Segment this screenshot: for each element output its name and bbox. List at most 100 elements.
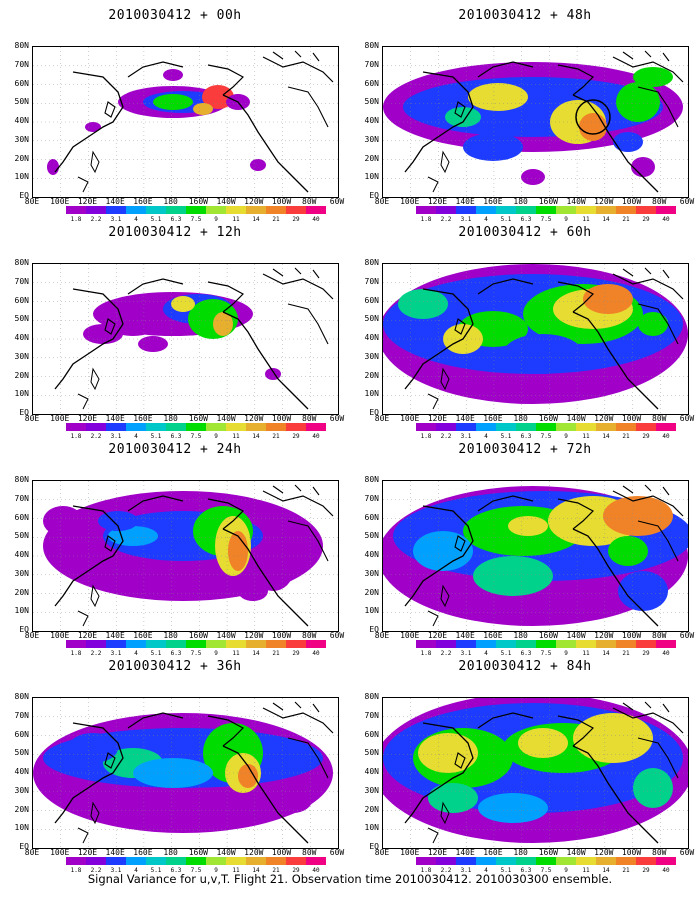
variance-blob xyxy=(638,312,668,336)
lon-tick-label: 160E xyxy=(133,414,153,423)
colorbar-swatch xyxy=(106,423,126,431)
colorbar-label: 7.5 xyxy=(190,650,202,657)
lon-tick-label: 80E xyxy=(24,848,40,857)
lat-tick-label: 50N xyxy=(14,314,29,324)
lon-tick-label: 120W xyxy=(244,848,264,857)
colorbar-label: 9 xyxy=(214,650,218,657)
colorbar-swatch xyxy=(86,640,106,648)
colorbar-label: 4 xyxy=(484,216,488,223)
colorbar-label: 7.5 xyxy=(540,650,552,657)
colorbar-label: 29 xyxy=(642,433,650,440)
colorbar-swatch xyxy=(106,206,126,214)
lon-tick-label: 160W xyxy=(188,414,208,423)
variance-blob xyxy=(445,107,481,127)
lon-tick-label: 140W xyxy=(566,197,586,206)
colorbar-swatch xyxy=(436,206,456,214)
colorbar-swatch xyxy=(416,423,436,431)
colorbar-label: 21 xyxy=(622,650,630,657)
colorbar-swatch xyxy=(536,206,556,214)
colorbar-label: 14 xyxy=(602,867,610,874)
colorbar-swatch xyxy=(246,640,266,648)
colorbar-swatch xyxy=(106,640,126,648)
lat-tick-label: 10N xyxy=(14,172,29,182)
lon-tick-label: 160W xyxy=(188,848,208,857)
colorbar-label: 29 xyxy=(642,650,650,657)
colorbar-label: 6.3 xyxy=(170,650,182,657)
colorbar-label: 2.2 xyxy=(440,650,452,657)
lat-tick-label: 70N xyxy=(14,59,29,69)
colorbar-swatch xyxy=(126,423,146,431)
colorbar-label: 11 xyxy=(582,867,590,874)
colorbar-swatch xyxy=(476,857,496,865)
colorbar-label: 7.5 xyxy=(190,867,202,874)
colorbar-swatch xyxy=(436,640,456,648)
lon-tick-label: 100E xyxy=(50,197,70,206)
lat-tick-label: 80N xyxy=(364,692,379,701)
lon-tick-label: 80W xyxy=(302,631,317,640)
colorbar-label: 40 xyxy=(662,216,670,223)
lon-tick-label: 140E xyxy=(455,197,475,206)
lat-tick-label: 30N xyxy=(14,351,29,361)
lat-tick-label: 60N xyxy=(14,295,29,305)
lon-tick-label: 140E xyxy=(105,848,125,857)
colorbar-label: 40 xyxy=(662,433,670,440)
colorbar-swatch xyxy=(126,206,146,214)
variance-map xyxy=(32,480,339,632)
map-panel: 2010030412 + 24h 80N 70N 60N 50N 40N 30N 20N 10N… xyxy=(10,442,345,657)
lat-tick-label: 70N xyxy=(14,493,29,503)
colorbar-swatch xyxy=(436,857,456,865)
lon-tick-label: 120E xyxy=(77,848,98,857)
colorbar-swatch xyxy=(126,640,146,648)
colorbar-swatch xyxy=(616,640,636,648)
colorbar-label: 9 xyxy=(214,867,218,874)
colorbar-label: 21 xyxy=(622,433,630,440)
lon-tick-label: 60W xyxy=(329,631,345,640)
lat-tick-label: 20N xyxy=(14,153,29,163)
variance-map xyxy=(382,697,689,849)
lon-tick-label: 160E xyxy=(483,197,503,206)
lon-tick-label: 80W xyxy=(302,414,317,423)
lon-tick-label: 100E xyxy=(50,848,70,857)
lat-tick-label: 30N xyxy=(14,134,29,144)
lon-tick-label: 100W xyxy=(271,848,292,857)
colorbar-label: 40 xyxy=(662,867,670,874)
colorbar-swatch xyxy=(496,857,516,865)
colorbar-label: 7.5 xyxy=(540,433,552,440)
lon-tick-label: 60W xyxy=(679,848,695,857)
lat-tick-label: 30N xyxy=(14,785,29,795)
lat-tick-label: 20N xyxy=(14,804,29,814)
colorbar-label: 1.8 xyxy=(70,650,82,657)
colorbar-label: 6.3 xyxy=(520,433,532,440)
lon-tick-label: 100W xyxy=(271,414,292,423)
lat-tick-label: 50N xyxy=(14,97,29,107)
lat-tick-label: 30N xyxy=(14,568,29,578)
colorbar-label: 6.3 xyxy=(520,216,532,223)
variance-blob xyxy=(273,783,313,813)
lon-tick-label: 80E xyxy=(374,848,390,857)
lat-tick-label: 60N xyxy=(364,512,379,522)
colorbar-swatch xyxy=(516,640,536,648)
colorbar-swatch xyxy=(656,857,676,865)
colorbar-swatch xyxy=(206,640,226,648)
colorbar-label: 21 xyxy=(622,216,630,223)
lat-tick-label: 70N xyxy=(364,59,379,69)
lat-tick-label: 10N xyxy=(14,606,29,616)
colorbar-label: 5.1 xyxy=(500,216,512,223)
colorbar-label: 11 xyxy=(232,867,240,874)
variance-blob xyxy=(202,85,234,109)
variance-blob xyxy=(478,793,548,823)
colorbar-label: 2.2 xyxy=(440,867,452,874)
lon-tick-label: 80W xyxy=(652,414,667,423)
lat-tick-label: 70N xyxy=(364,276,379,286)
colorbar-swatch xyxy=(246,206,266,214)
colorbar-swatch xyxy=(496,640,516,648)
colorbar-swatch xyxy=(656,206,676,214)
variance-blob xyxy=(603,496,673,536)
colorbar-label: 21 xyxy=(622,867,630,874)
colorbar-swatch xyxy=(476,206,496,214)
map-panel: 2010030412 + 36h 80N 70N 60N 50N 40N 30N 20N 10N… xyxy=(10,659,345,874)
lon-tick-label: 180 xyxy=(163,631,178,640)
colorbar-swatch xyxy=(126,857,146,865)
colorbar-label: 2.2 xyxy=(90,216,102,223)
colorbar-label: 11 xyxy=(232,216,240,223)
